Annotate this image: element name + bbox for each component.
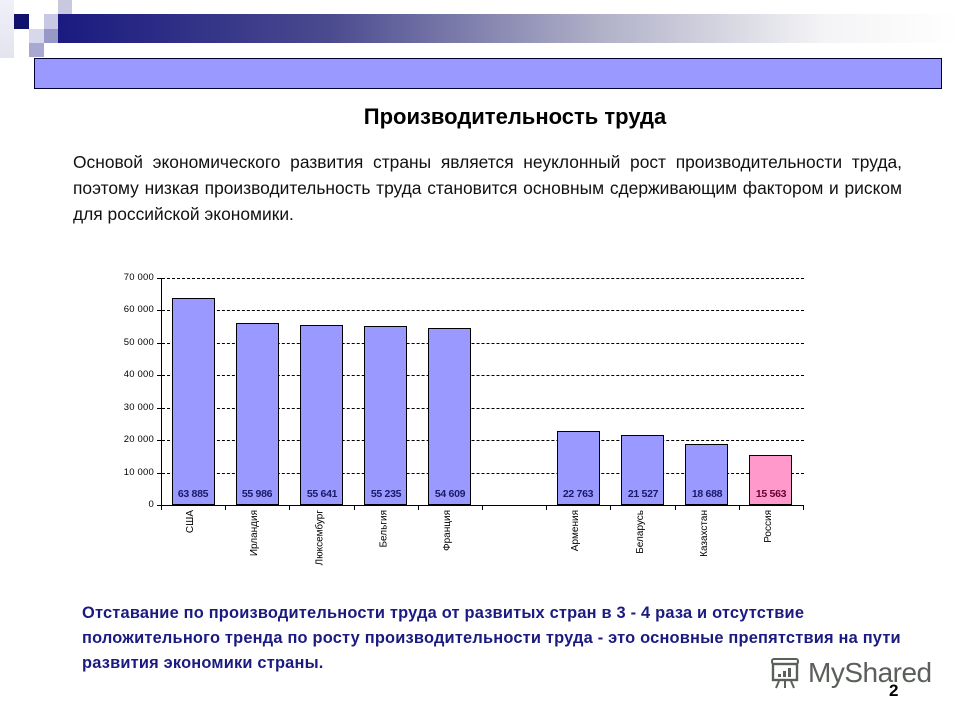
y-tick-mark	[157, 440, 162, 442]
decor-square	[0, 0, 14, 58]
gridline	[162, 375, 804, 377]
category-label: США	[182, 510, 196, 580]
decor-square	[44, 14, 58, 29]
intro-paragraph: Основой экономического развития страны я…	[73, 152, 902, 224]
category-label: Франция	[439, 510, 453, 580]
bar-8	[621, 435, 664, 505]
category-label-text: Ирландия	[249, 510, 260, 557]
bar-value-label: 15 563	[755, 488, 787, 500]
decor-square	[29, 43, 44, 57]
y-tick-label: 10 000	[123, 466, 154, 478]
x-tick-mark	[739, 505, 740, 510]
presentation-board-icon	[771, 658, 799, 689]
y-tick-label: 0	[148, 499, 154, 510]
y-tick-mark	[157, 407, 162, 409]
category-label: Люксембург	[311, 510, 325, 580]
category-label: Беларусь	[632, 510, 646, 580]
gridline	[162, 440, 804, 442]
bar-value-label: 21 527	[627, 488, 659, 500]
category-label: Армения	[567, 510, 581, 580]
bar-3	[300, 325, 343, 505]
category-label-text: Казахстан	[699, 510, 710, 557]
x-tick-mark	[354, 505, 355, 510]
x-tick-mark	[675, 505, 676, 510]
gridline	[162, 278, 804, 279]
gridline	[162, 310, 804, 312]
y-tick-label: 60 000	[123, 304, 154, 316]
gridline	[162, 472, 804, 474]
bar-10	[749, 455, 792, 505]
category-label-text: Беларусь	[635, 510, 646, 554]
y-tick-mark	[157, 375, 162, 377]
y-tick-mark	[157, 505, 162, 506]
slide-title: Производительность труда	[363, 104, 667, 129]
x-tick-mark	[418, 505, 419, 510]
y-tick-label: 20 000	[123, 434, 154, 446]
category-label: Ирландия	[246, 510, 260, 580]
x-tick-mark	[225, 505, 226, 510]
title-banner	[34, 58, 942, 89]
y-tick-label: 40 000	[123, 369, 154, 381]
decor-square	[58, 0, 72, 14]
bar-5	[428, 328, 471, 505]
y-tick-mark	[157, 278, 162, 279]
page-number: 2	[889, 681, 899, 700]
x-tick-mark	[161, 505, 162, 510]
category-label-text: Армения	[570, 510, 581, 552]
category-label-text: Люксембург	[314, 510, 325, 566]
bar-7	[557, 431, 600, 505]
category-label-text: Бельгия	[378, 510, 389, 548]
bar-value-label: 22 763	[562, 488, 594, 500]
gridline	[162, 342, 804, 344]
bar-value-label: 54 609	[434, 488, 466, 500]
y-axis	[161, 278, 162, 506]
x-tick-mark	[803, 505, 804, 510]
conclusion-text: Отставание по производительности труда о…	[82, 604, 901, 672]
x-tick-mark	[610, 505, 611, 510]
header-gradient-bar	[58, 14, 960, 43]
bar-value-label: 18 688	[691, 488, 723, 500]
bar-9	[685, 444, 728, 505]
decor-square	[44, 29, 58, 43]
decor-square	[14, 14, 29, 29]
category-label: Россия	[760, 510, 774, 580]
category-label-text: США	[185, 510, 196, 534]
decor-square	[29, 29, 44, 43]
category-label: Бельгия	[375, 510, 389, 580]
y-tick-mark	[157, 472, 162, 474]
bar-value-label: 55 986	[241, 488, 273, 500]
gridline	[162, 407, 804, 409]
bar-1	[172, 298, 215, 505]
bar-value-label: 55 641	[306, 488, 338, 500]
x-tick-mark	[289, 505, 290, 510]
category-label-text: Франция	[442, 510, 453, 551]
y-tick-label: 50 000	[123, 336, 154, 348]
y-tick-mark	[157, 342, 162, 344]
decor-square	[29, 0, 44, 14]
y-tick-mark	[157, 310, 162, 312]
y-tick-label: 70 000	[123, 272, 154, 283]
bar-value-label: 63 885	[177, 488, 209, 500]
bar-value-label: 55 235	[370, 488, 402, 500]
y-tick-label: 30 000	[123, 401, 154, 413]
watermark: MyShared	[768, 656, 932, 690]
category-label: Казахстан	[696, 510, 710, 580]
x-tick-mark	[546, 505, 547, 510]
bar-2	[236, 323, 279, 505]
bar-4	[364, 326, 407, 505]
x-tick-mark	[482, 505, 483, 510]
watermark-text: MyShared	[808, 657, 932, 688]
category-label-text: Россия	[763, 510, 774, 543]
